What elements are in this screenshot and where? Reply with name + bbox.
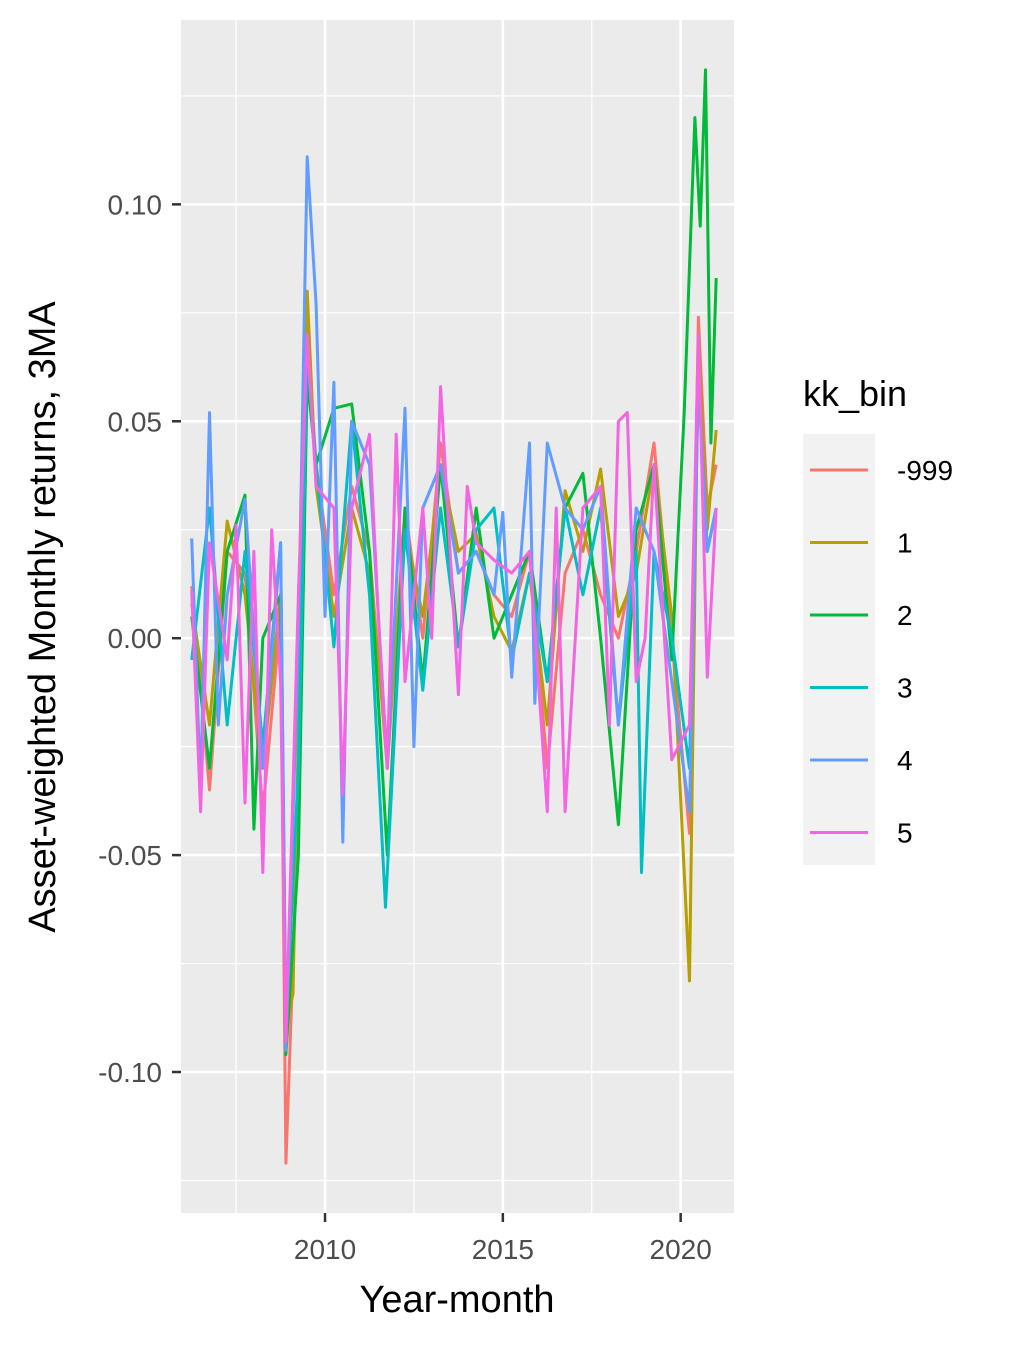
legend-label-3: 3 — [897, 673, 913, 704]
y-axis: -0.10 -0.05 0.00 0.05 0.10 — [98, 189, 181, 1088]
y-tick-label: -0.05 — [98, 840, 162, 871]
legend-label-1: 1 — [897, 528, 913, 559]
legend-label-4: 4 — [897, 745, 913, 776]
x-axis-title: Year-month — [359, 1279, 554, 1321]
series-line-5 — [190, 333, 718, 1044]
x-axis: 2010 2015 2020 — [294, 1213, 712, 1265]
x-tick-label: 2020 — [650, 1234, 712, 1265]
y-tick-label: 0.10 — [108, 189, 163, 220]
legend-label-2: 2 — [897, 600, 913, 631]
series-lines — [190, 68, 718, 1165]
legend: kk_bin -999 1 2 3 4 5 — [803, 373, 953, 865]
y-axis-title: Asset-weighted Monthly returns, 3MA — [22, 301, 64, 933]
y-tick-label: 0.00 — [108, 623, 163, 654]
legend-label--999: -999 — [897, 455, 953, 486]
x-tick-label: 2015 — [472, 1234, 534, 1265]
legend-title: kk_bin — [803, 373, 907, 414]
x-tick-label: 2010 — [294, 1234, 356, 1265]
y-tick-label: -0.10 — [98, 1057, 162, 1088]
legend-items: -999 1 2 3 4 5 — [810, 455, 953, 849]
y-tick-label: 0.05 — [108, 406, 163, 437]
legend-key-background — [803, 434, 875, 865]
legend-label-5: 5 — [897, 818, 913, 849]
